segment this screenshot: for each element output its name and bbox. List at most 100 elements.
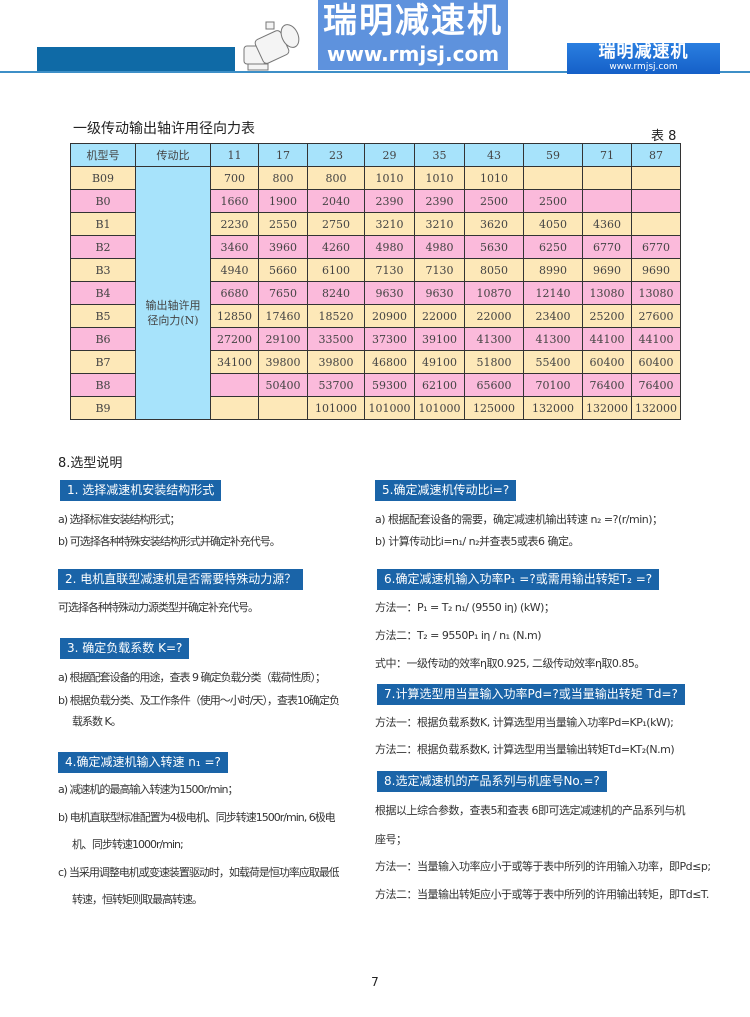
- model-cell: B5: [70, 304, 136, 328]
- value-cell: [582, 166, 632, 190]
- column-header: 59: [523, 143, 583, 167]
- step6-a: 方法一：P₁ = T₂ n₁/ (9550 iη) (kW)；: [375, 601, 555, 614]
- value-cell: 60400: [582, 350, 632, 374]
- step5-heading: 5.确定减速机传动比i=?: [375, 480, 517, 501]
- value-cell: 7130: [414, 258, 465, 282]
- step8-d: 方法二：当量输出转矩应小于或等于表中所列的许用输出转矩，即Td≤T.: [375, 888, 709, 901]
- value-cell: 800: [258, 166, 308, 190]
- step2-a: 可选择各种特殊动力源类型并确定补充代号。: [58, 601, 258, 614]
- value-cell: 101000: [364, 396, 415, 420]
- value-cell: [523, 166, 583, 190]
- header-bar: [37, 47, 235, 72]
- value-cell: 4360: [582, 212, 632, 236]
- model-cell: B2: [70, 235, 136, 259]
- radial-force-table: 机型号 传动比 11 17 23 29 35 43 59 71 87 B09 输出轴许用径向力(N) 70…: [70, 143, 681, 420]
- table-row: B5 12850 17460 18520 20900 22000 22000 23400 252…: [70, 304, 681, 328]
- value-cell: 13080: [582, 281, 632, 305]
- description-text: 输出轴许用径向力(N): [145, 299, 201, 327]
- value-cell: 3210: [364, 212, 415, 236]
- value-cell: 50400: [258, 373, 308, 397]
- table-row: B2 3460 3960 4260 4980 4980 5630 6250 6770 6770: [70, 235, 681, 259]
- value-cell: 9690: [631, 258, 681, 282]
- logo-url: www.rmjsj.com: [609, 62, 678, 72]
- step4-a: a) 减速机的最高输入转速为1500r/min；: [58, 783, 238, 796]
- value-cell: 132000: [523, 396, 583, 420]
- value-cell: 55400: [523, 350, 583, 374]
- value-cell: 27200: [210, 327, 259, 351]
- value-cell: 6100: [307, 258, 365, 282]
- value-cell: [631, 212, 681, 236]
- model-cell: B6: [70, 327, 136, 351]
- value-cell: 1010: [364, 166, 415, 190]
- value-cell: 2500: [464, 189, 524, 213]
- step1-b: b) 可选择各种特殊安装结构形式并确定补充代号。: [58, 535, 280, 548]
- step8-a: 根据以上综合参数，查表5和查表 6即可选定减速机的产品系列与机: [375, 804, 686, 817]
- value-cell: 2550: [258, 212, 308, 236]
- step4-e: 转速，恒转矩则取最高转速。: [72, 893, 202, 906]
- value-cell: [258, 396, 308, 420]
- value-cell: 1660: [210, 189, 259, 213]
- logo-title: 瑞明减速机: [598, 42, 689, 62]
- step5-a: a) 根据配套设备的需要，确定减速机输出转速 n₂ =?(r/min)；: [375, 513, 663, 526]
- value-cell: [631, 166, 681, 190]
- step8-heading: 8.选定减速机的产品系列与机座号No.=?: [377, 771, 607, 792]
- value-cell: 4050: [523, 212, 583, 236]
- value-cell: 5660: [258, 258, 308, 282]
- value-cell: 2040: [307, 189, 365, 213]
- value-cell: 49100: [414, 350, 465, 374]
- table-row: B1 2230 2550 2750 3210 3210 3620 4050 4360: [70, 212, 681, 236]
- value-cell: 4980: [364, 235, 415, 259]
- value-cell: 23400: [523, 304, 583, 328]
- value-cell: 9630: [364, 281, 415, 305]
- model-cell: B0: [70, 189, 136, 213]
- value-cell: 101000: [307, 396, 365, 420]
- value-cell: 12140: [523, 281, 583, 305]
- value-cell: 62100: [414, 373, 465, 397]
- value-cell: 800: [307, 166, 365, 190]
- value-cell: 17460: [258, 304, 308, 328]
- value-cell: 6680: [210, 281, 259, 305]
- value-cell: 13080: [631, 281, 681, 305]
- table-row: B7 34100 39800 39800 46800 49100 51800 55400 604…: [70, 350, 681, 374]
- brand-logo: 瑞明减速机 www.rmjsj.com: [567, 43, 720, 74]
- step4-heading: 4.确定减速机输入转速 n₁ =?: [58, 752, 228, 773]
- value-cell: 33500: [307, 327, 365, 351]
- step6-heading: 6.确定减速机输入功率P₁ =?或需用输出转矩T₂ =?: [377, 569, 660, 590]
- value-cell: 70100: [523, 373, 583, 397]
- header-divider: [0, 71, 750, 73]
- value-cell: 29100: [258, 327, 308, 351]
- model-cell: B09: [70, 166, 136, 190]
- value-cell: 27600: [631, 304, 681, 328]
- value-cell: 51800: [464, 350, 524, 374]
- step6-b: 方法二：T₂ = 9550P₁ iη / n₁ (N.m): [375, 629, 542, 642]
- column-header: 17: [258, 143, 308, 167]
- step4-b: b) 电机直联型标准配置为4极电机、同步转速1500r/min, 6极电: [58, 811, 335, 824]
- table-label: 表 8: [651, 129, 677, 144]
- watermark-title: 瑞明减速机: [323, 1, 503, 41]
- value-cell: 12850: [210, 304, 259, 328]
- value-cell: 44100: [631, 327, 681, 351]
- model-cell: B9: [70, 396, 136, 420]
- value-cell: 3460: [210, 235, 259, 259]
- watermark-url: www.rmjsj.com: [326, 42, 500, 66]
- column-header: 71: [582, 143, 632, 167]
- value-cell: 65600: [464, 373, 524, 397]
- column-header: 43: [464, 143, 524, 167]
- value-cell: 1010: [414, 166, 465, 190]
- value-cell: [210, 396, 259, 420]
- gear-motor-icon: [243, 21, 300, 71]
- column-header: 11: [210, 143, 259, 167]
- model-cell: B7: [70, 350, 136, 374]
- step3-c: 载系数 K。: [72, 715, 121, 728]
- step1-a: a) 选择标准安装结构形式；: [58, 513, 180, 526]
- table-row: B0 1660 1900 2040 2390 2390 2500 2500: [70, 189, 681, 213]
- value-cell: 6770: [582, 235, 632, 259]
- value-cell: 132000: [582, 396, 632, 420]
- value-cell: 7130: [364, 258, 415, 282]
- value-cell: 39100: [414, 327, 465, 351]
- value-cell: 37300: [364, 327, 415, 351]
- value-cell: 9690: [582, 258, 632, 282]
- model-cell: B3: [70, 258, 136, 282]
- column-header: 35: [414, 143, 465, 167]
- value-cell: 8240: [307, 281, 365, 305]
